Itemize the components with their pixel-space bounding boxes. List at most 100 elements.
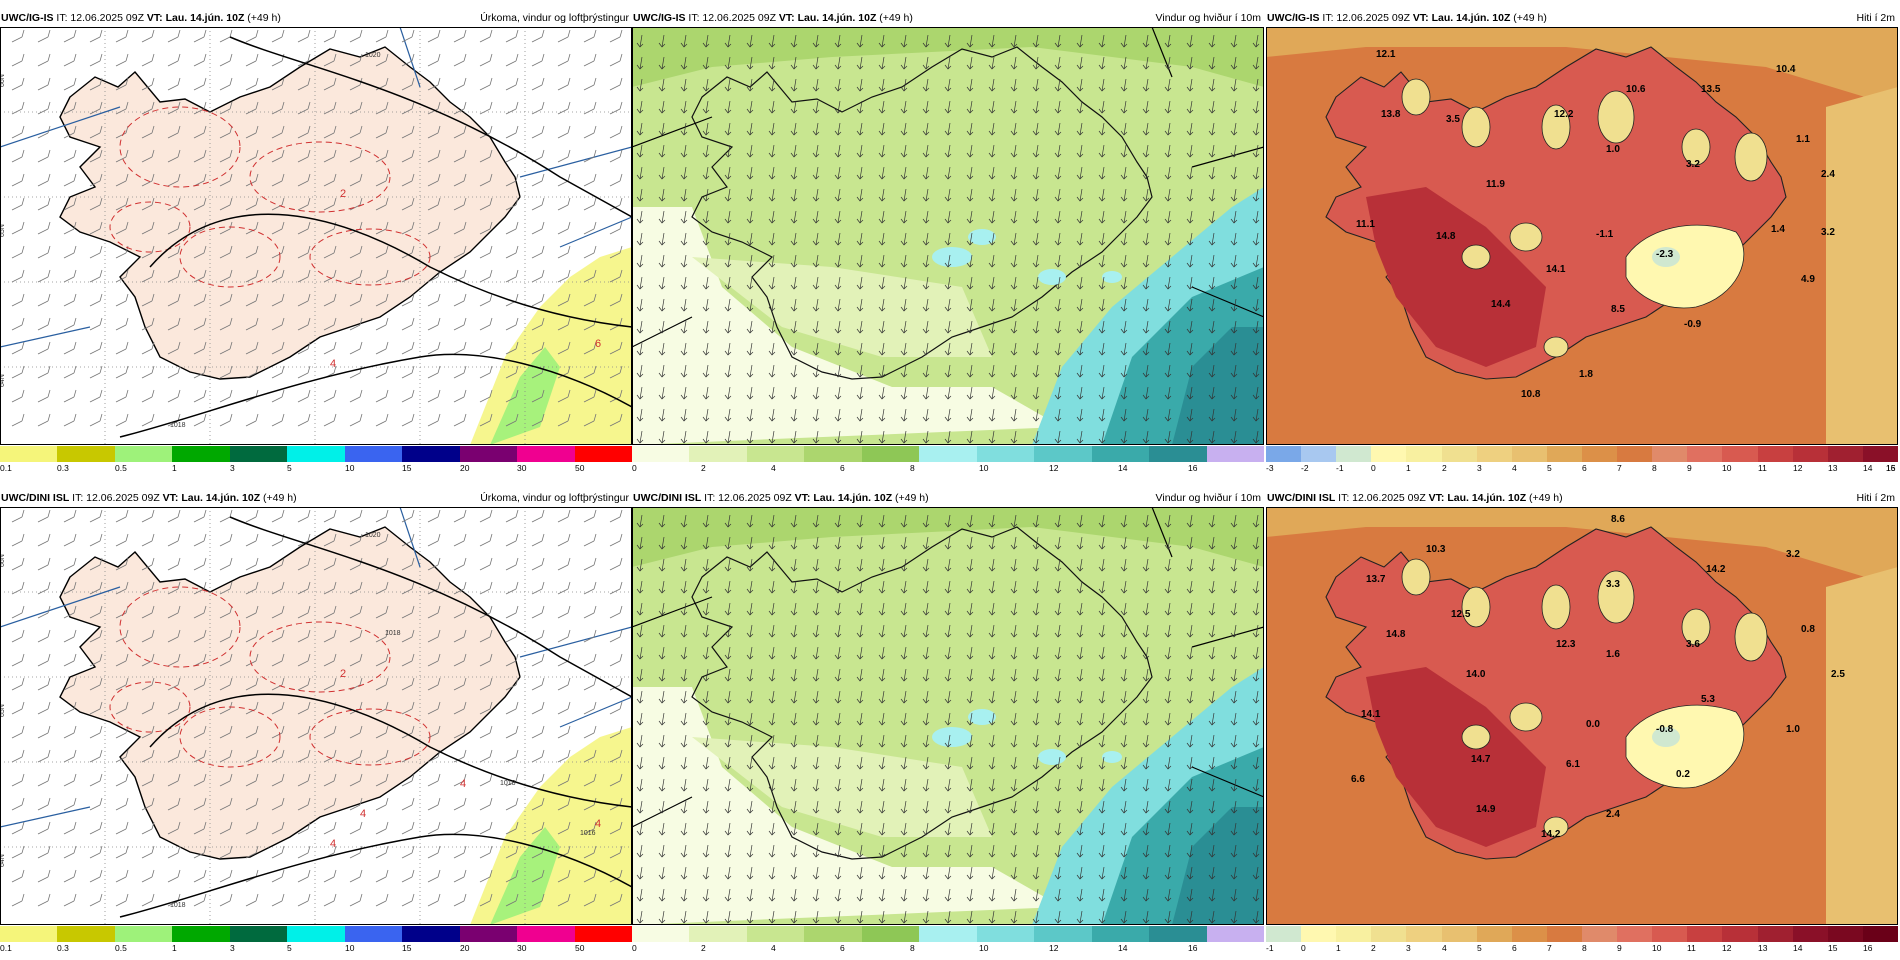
wind-arrow (881, 822, 885, 836)
wind-barb (463, 101, 467, 110)
colorbar-segment (1336, 926, 1372, 942)
wind-arrow (1233, 254, 1237, 268)
wind-arrow (1076, 152, 1084, 158)
wind-arrow (1255, 34, 1259, 48)
header-it: IT: 12.06.2025 09Z (56, 12, 144, 24)
wind-arrow (768, 218, 776, 224)
wind-barb (437, 221, 441, 230)
wind-arrow (768, 698, 776, 704)
wind-barb (47, 629, 51, 638)
wind-arrow (771, 668, 775, 682)
wind-arrow (1164, 42, 1172, 48)
wind-barb (479, 516, 491, 523)
wind-barb (541, 557, 545, 566)
wind-barb (141, 828, 153, 835)
wind-arrow (1208, 654, 1216, 660)
colorbar-tick-label: 12 (1722, 943, 1732, 953)
wind-arrow (966, 676, 974, 682)
wind-barb (21, 749, 25, 758)
wind-arrow (658, 610, 666, 616)
wind-barb (583, 636, 595, 643)
wind-arrow (1010, 588, 1018, 594)
wind-barb (593, 413, 597, 422)
wind-barb (453, 516, 465, 523)
map-area[interactable]: 12.1 13.8 3.5 12.2 10.6 13.5 10.4 1.0 3.2 1.1 2.4 1… (1266, 27, 1898, 445)
wind-arrow (771, 558, 775, 572)
wind-barb (375, 420, 387, 427)
wind-arrow (878, 328, 886, 334)
wind-barb (89, 420, 101, 427)
wind-barb (73, 293, 77, 302)
wind-barb (229, 533, 233, 542)
wind-barb (453, 372, 465, 379)
wind-arrow (1186, 566, 1194, 572)
wind-barb (125, 629, 129, 638)
map-area[interactable]: 8.6 10.3 13.7 3.3 14.2 3.2 12.5 14.8 0.8 12.3 1.6 3… (1266, 507, 1898, 925)
wind-barb (125, 845, 129, 854)
wind-arrow (1164, 284, 1172, 290)
panel-header: UWC/DINI ISL IT: 12.06.2025 09Z VT: Lau.… (0, 490, 632, 507)
wind-arrow (903, 536, 907, 550)
wind-barb (73, 533, 77, 542)
wind-barb (99, 341, 103, 350)
wind-arrow (1076, 372, 1084, 378)
wind-arrow (705, 712, 709, 726)
wind-arrow (988, 676, 996, 682)
wind-arrow (878, 86, 886, 92)
wind-arrow (878, 130, 886, 136)
header-lead: (+49 h) (879, 12, 913, 24)
wind-arrow (1142, 86, 1150, 92)
wind-barb (333, 869, 337, 878)
wind-arrow (683, 430, 687, 444)
wind-arrow (1142, 896, 1150, 902)
wind-arrow (1076, 610, 1084, 616)
colorbar-tick-label: 5 (287, 463, 292, 473)
wind-barb (37, 372, 49, 379)
wind-barb (567, 821, 571, 830)
wind-barb (609, 780, 621, 787)
wind-arrow (1013, 690, 1017, 704)
wind-barb (193, 804, 205, 811)
wind-barb (125, 293, 129, 302)
wind-arrow (793, 602, 797, 616)
wind-arrow (1032, 350, 1040, 356)
wind-arrow (790, 874, 798, 880)
wind-arrow (1035, 624, 1039, 638)
wind-barb (47, 725, 51, 734)
wind-barb (593, 605, 597, 614)
wind-arrow (683, 888, 687, 902)
wind-arrow (900, 394, 908, 400)
wind-arrow (1145, 408, 1149, 422)
wind-barb (619, 893, 623, 902)
header-model: UWC/IG-IS (1267, 12, 1320, 24)
wind-barb (11, 564, 23, 571)
wind-barb (323, 564, 335, 571)
wind-arrow (815, 580, 819, 594)
wind-barb (281, 53, 285, 62)
wind-arrow (705, 254, 709, 268)
wind-arrow (1076, 416, 1084, 422)
wind-arrow (947, 232, 951, 246)
wind-arrow (727, 602, 731, 616)
wind-barb (349, 300, 361, 307)
map-area[interactable] (632, 27, 1264, 445)
map-area[interactable] (632, 507, 1264, 925)
wind-arrow (1208, 394, 1216, 400)
wind-barb (541, 725, 545, 734)
map-area[interactable]: 1020 1018 1018 1018 1016 2 4 4 4 4 66N 65N 64N (0, 507, 632, 925)
colorbar-segment (172, 926, 230, 942)
wind-arrow (1054, 328, 1062, 334)
wind-arrow (793, 756, 797, 770)
wind-arrow (793, 536, 797, 550)
wind-arrow (702, 306, 710, 312)
colorbar-tick-label: 2 (1371, 943, 1376, 953)
wind-barb (385, 269, 389, 278)
wind-arrow (925, 166, 929, 180)
wind-barb (125, 557, 129, 566)
map-area[interactable]: 1020 1018 2 6 4 66N 65N 64N (0, 27, 632, 445)
domain-line (519, 146, 632, 178)
wind-arrow (768, 328, 776, 334)
wind-arrow (746, 786, 754, 792)
wind-arrow (1013, 298, 1017, 312)
wind-barb (37, 276, 49, 283)
